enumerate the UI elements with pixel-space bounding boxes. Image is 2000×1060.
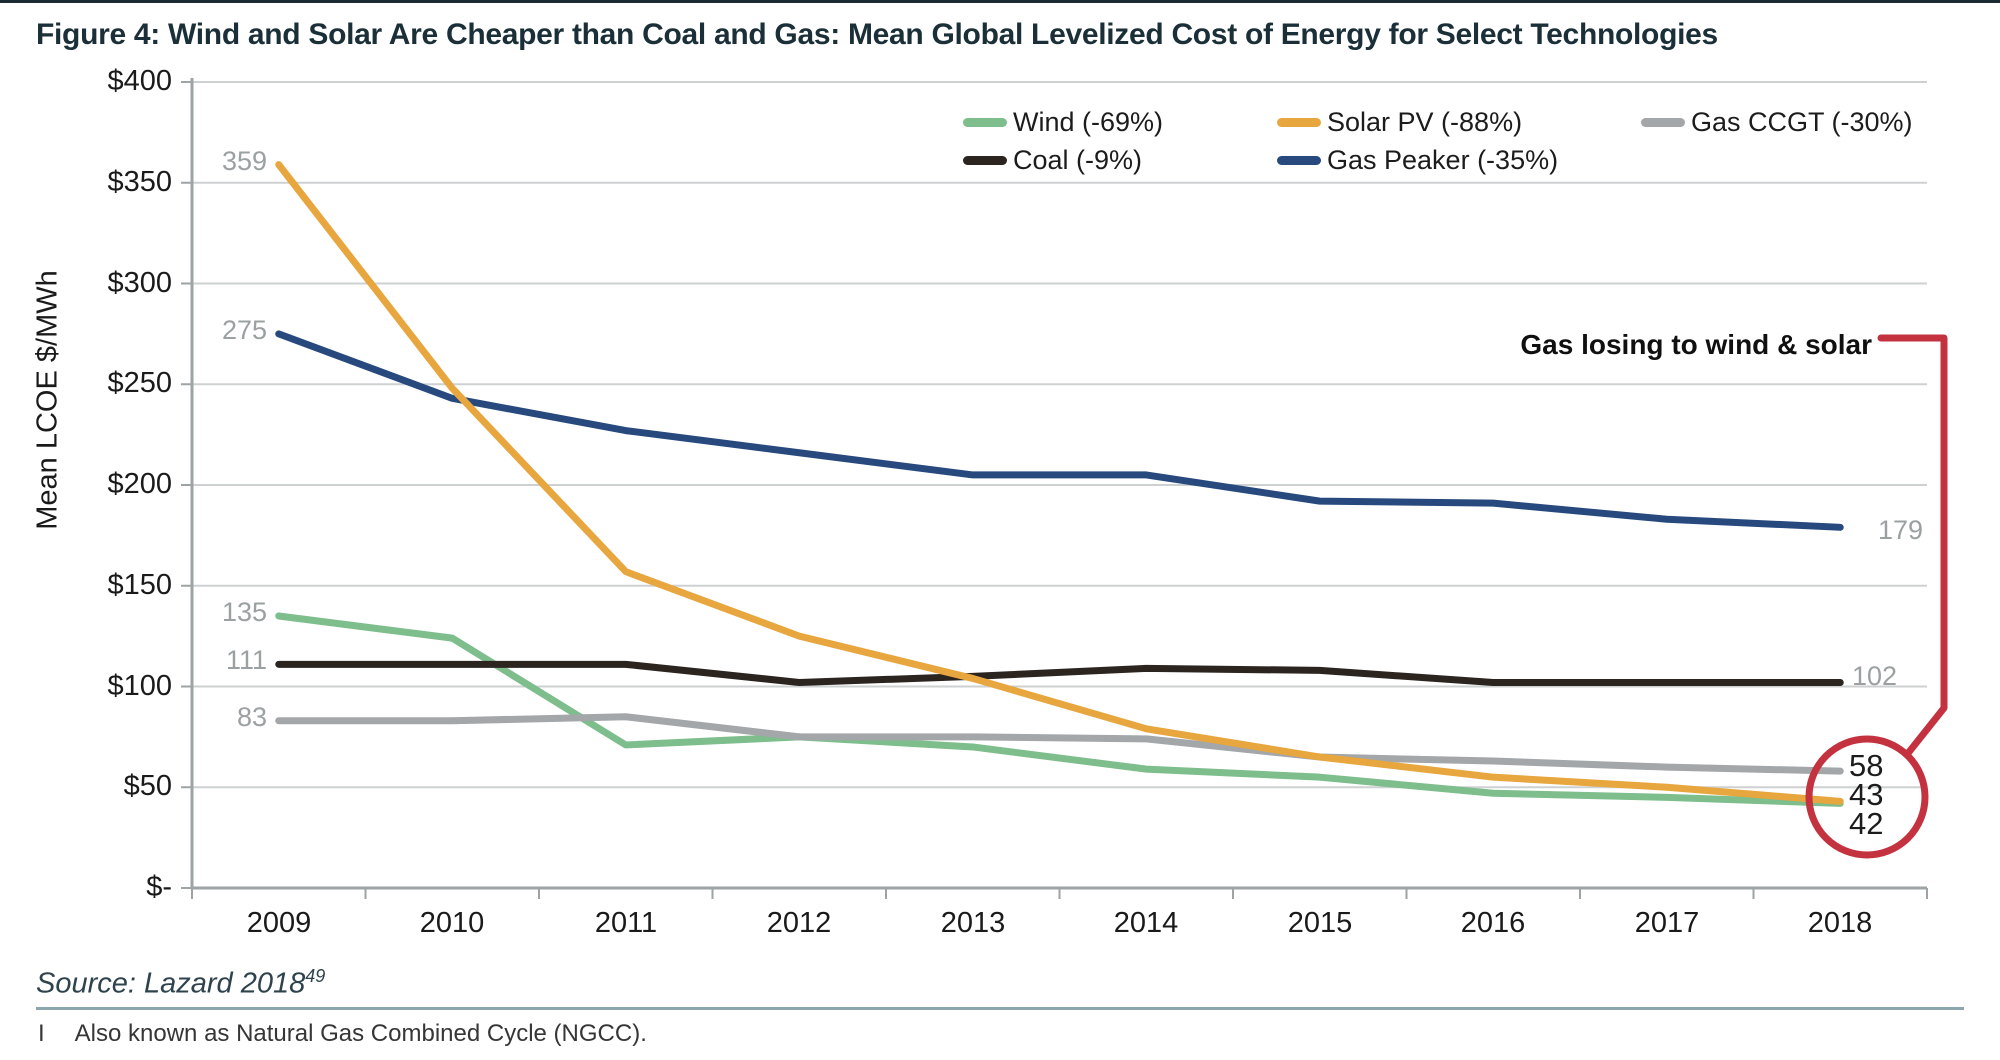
y-tick-label: $200 — [107, 468, 172, 500]
x-tick-label-2013: 2013 — [940, 907, 1006, 939]
x-tick-label-2011: 2011 — [594, 907, 658, 939]
figure-title: Figure 4: Wind and Solar Are Cheaper tha… — [36, 18, 1718, 51]
gas-peaker-legend-swatch — [1277, 155, 1321, 165]
solar-legend-swatch — [1277, 117, 1321, 127]
x-tick-label-2012: 2012 — [766, 907, 832, 939]
x-tick-label-2016: 2016 — [1460, 907, 1526, 939]
y-tick-label: $350 — [107, 166, 172, 198]
gas-ccgt-legend-swatch — [1641, 117, 1685, 127]
legend-item-wind: Wind (-69%) — [963, 105, 1163, 139]
data-label-coal-2009: 111 — [225, 645, 267, 675]
footnote-marker: I — [38, 1020, 45, 1047]
legend-item-gas-ccgt: Gas CCGT (-30%) — [1641, 105, 1913, 139]
legend-item-coal: Coal (-9%) — [963, 143, 1142, 177]
data-label-ccgt-2018: 58 — [1849, 748, 1884, 783]
y-tick-label: $400 — [107, 65, 172, 97]
y-tick-label: $250 — [107, 367, 172, 399]
data-label-ccgt-2009: 83 — [236, 702, 267, 732]
data-label-peaker-2009: 275 — [221, 315, 267, 345]
x-tick-label-2014: 2014 — [1113, 907, 1179, 939]
data-label-wind-2018: 42 — [1849, 806, 1884, 841]
data-label-coal-2018: 102 — [1852, 661, 1898, 691]
legend-label: Gas Peaker (-35%) — [1327, 144, 1559, 175]
legend-label: Coal (-9%) — [1013, 144, 1143, 175]
y-tick-label: $100 — [107, 670, 172, 702]
legend-label: Gas CCGT (-30%) — [1691, 106, 1913, 137]
footnote-text: Also known as Natural Gas Combined Cycle… — [74, 1020, 647, 1047]
data-label-solar-2009: 359 — [221, 146, 267, 176]
x-tick-label-2018: 2018 — [1807, 907, 1873, 939]
coal-legend-swatch — [963, 155, 1007, 165]
legend-item-solar: Solar PV (-88%) — [1277, 105, 1522, 139]
x-tick-label-2015: 2015 — [1287, 907, 1353, 939]
data-label-peaker-2018: 179 — [1878, 515, 1924, 545]
wind-legend-swatch — [963, 117, 1007, 127]
footnote: I Also known as Natural Gas Combined Cyc… — [38, 1020, 647, 1048]
y-tick-label: $300 — [107, 267, 172, 299]
footer-divider — [36, 1007, 1964, 1010]
top-border-line — [0, 0, 2000, 3]
legend-label: Solar PV (-88%) — [1327, 106, 1523, 137]
source-text: Source: Lazard 2018 — [36, 967, 306, 1000]
y-tick-label: $150 — [107, 569, 172, 601]
y-tick-label: $50 — [123, 770, 172, 802]
data-label-solar-2018: 43 — [1849, 777, 1884, 812]
y-tick-label: $- — [146, 871, 172, 903]
legend-item-gas-peaker: Gas Peaker (-35%) — [1277, 143, 1558, 177]
x-tick-label-2010: 2010 — [419, 907, 485, 939]
source-citation: Source: Lazard 201849 — [36, 966, 325, 1001]
legend-label: Wind (-69%) — [1013, 106, 1164, 137]
x-tick-label-2009: 2009 — [246, 907, 312, 939]
annotation-gas-losing: Gas losing to wind & solar — [1520, 329, 1872, 360]
source-superscript: 49 — [305, 966, 326, 986]
data-label-wind-2009: 135 — [221, 597, 267, 627]
x-tick-label-2017: 2017 — [1634, 907, 1700, 939]
